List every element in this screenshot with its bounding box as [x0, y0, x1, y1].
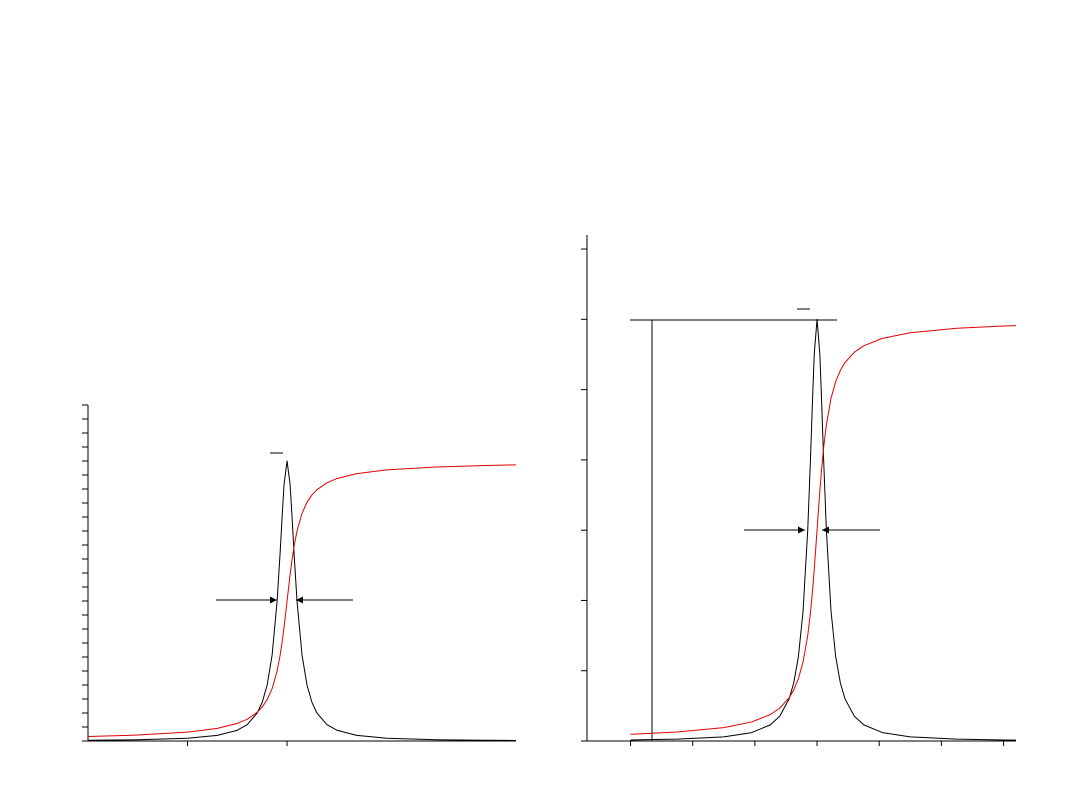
curve [87, 460, 517, 741]
curve [630, 325, 1017, 735]
curve [630, 318, 1017, 741]
annotations [216, 308, 880, 741]
curve [87, 464, 517, 738]
